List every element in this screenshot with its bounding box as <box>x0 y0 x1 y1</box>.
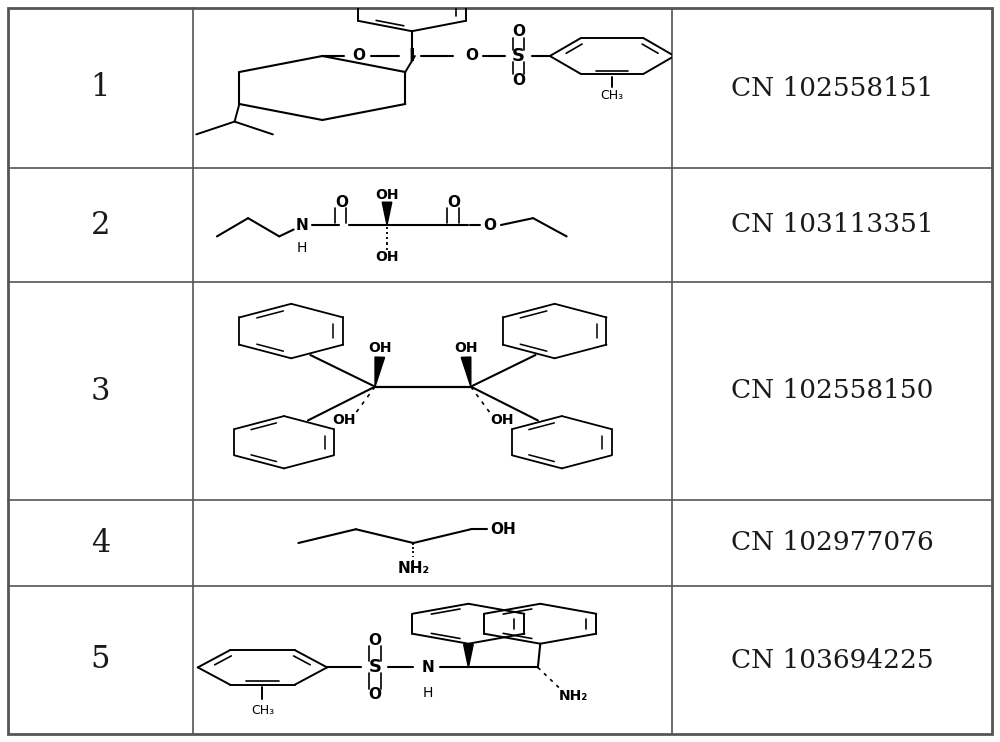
Text: O: O <box>353 48 366 64</box>
Text: 1: 1 <box>91 73 110 103</box>
Text: 4: 4 <box>91 528 110 559</box>
Text: CN 103113351: CN 103113351 <box>731 212 933 237</box>
Text: N: N <box>421 660 434 675</box>
Text: CN 103694225: CN 103694225 <box>731 648 933 672</box>
Text: CH₃: CH₃ <box>251 704 274 717</box>
Text: S: S <box>369 658 382 677</box>
Text: O: O <box>465 48 478 64</box>
Polygon shape <box>461 357 471 387</box>
Text: CN 102558151: CN 102558151 <box>731 76 933 100</box>
Text: 5: 5 <box>91 645 110 675</box>
Polygon shape <box>464 645 473 667</box>
Text: 2: 2 <box>91 209 110 240</box>
Text: NH₂: NH₂ <box>397 561 429 577</box>
Text: S: S <box>512 47 525 65</box>
Text: O: O <box>512 73 525 88</box>
Text: O: O <box>369 632 382 648</box>
Text: CN 102977076: CN 102977076 <box>731 531 933 556</box>
Polygon shape <box>375 357 385 387</box>
Polygon shape <box>382 203 392 225</box>
Text: O: O <box>335 194 348 210</box>
Text: H: H <box>423 686 433 700</box>
Text: N: N <box>296 217 309 232</box>
Text: O: O <box>369 687 382 702</box>
Text: NH₂: NH₂ <box>559 689 588 703</box>
Text: CN 102558150: CN 102558150 <box>731 378 933 404</box>
Text: OH: OH <box>368 341 392 355</box>
Text: O: O <box>512 24 525 39</box>
Text: 3: 3 <box>91 375 110 407</box>
Text: I: I <box>409 47 415 65</box>
Text: OH: OH <box>454 341 478 355</box>
Text: H: H <box>297 241 307 255</box>
Text: O: O <box>448 194 461 210</box>
Text: OH: OH <box>490 413 514 427</box>
Text: OH: OH <box>375 250 399 264</box>
Text: OH: OH <box>332 413 356 427</box>
Text: O: O <box>483 217 496 232</box>
Text: OH: OH <box>375 188 399 203</box>
Text: CH₃: CH₃ <box>601 89 624 102</box>
Text: OH: OH <box>491 522 516 536</box>
